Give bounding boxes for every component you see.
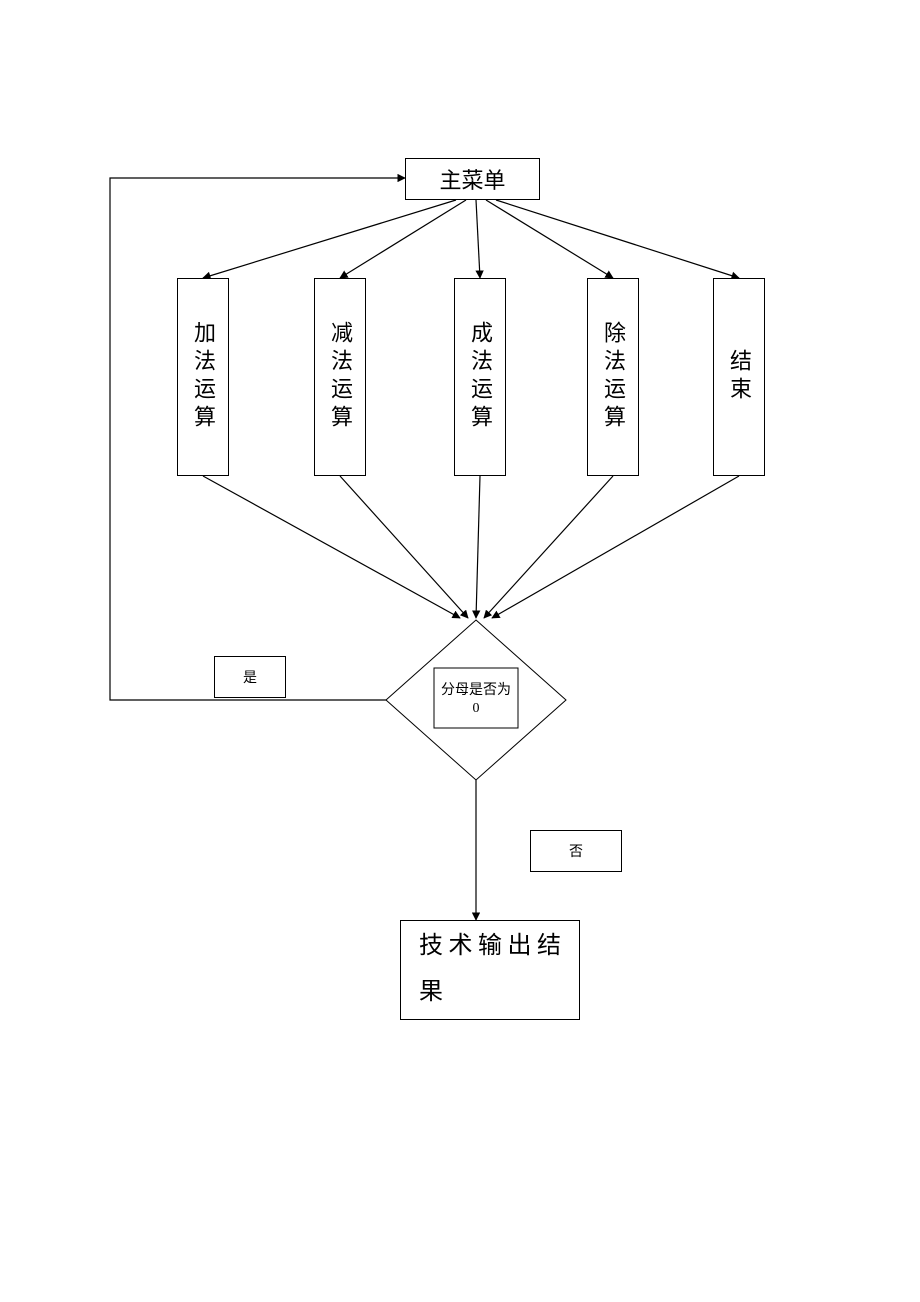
node-label: 技术输出结果: [419, 924, 561, 1015]
node-label: 加法运算: [187, 321, 219, 433]
node-label: 结束: [723, 349, 755, 405]
node-main-menu: 主菜单: [405, 158, 540, 200]
flowchart-canvas: 主菜单 加法运算 减法运算 成法运算 除法运算 结束 是 否 分母是否为 0 技…: [0, 0, 920, 1302]
node-label: 否: [569, 841, 583, 861]
node-mul: 成法运算: [454, 278, 506, 476]
node-decision-label: 分母是否为 0: [440, 682, 512, 718]
node-sub: 减法运算: [314, 278, 366, 476]
node-end: 结束: [713, 278, 765, 476]
node-no-label-box: 否: [530, 830, 622, 872]
node-yes-label-box: 是: [214, 656, 286, 698]
node-label: 减法运算: [324, 321, 356, 433]
node-label: 分母是否为 0: [441, 683, 511, 716]
node-div: 除法运算: [587, 278, 639, 476]
node-label: 除法运算: [597, 321, 629, 433]
node-label: 是: [243, 667, 257, 687]
node-label: 成法运算: [464, 321, 496, 433]
node-add: 加法运算: [177, 278, 229, 476]
node-result: 技术输出结果: [400, 920, 580, 1020]
node-label: 主菜单: [439, 163, 505, 195]
